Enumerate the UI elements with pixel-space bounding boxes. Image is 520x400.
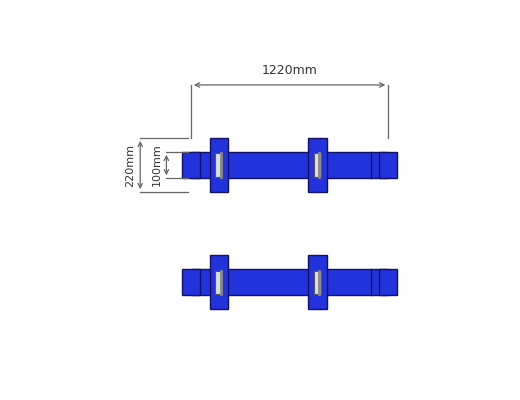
Bar	[379, 269, 397, 295]
Text: 220mm: 220mm	[126, 144, 136, 186]
Bar	[215, 270, 222, 294]
Bar	[215, 154, 222, 176]
Bar	[308, 255, 327, 309]
Bar	[191, 269, 388, 295]
Bar	[314, 154, 321, 176]
Text: 100mm: 100mm	[152, 144, 162, 186]
Text: 1220mm: 1220mm	[262, 64, 318, 77]
Bar	[308, 138, 327, 192]
Bar	[379, 152, 397, 178]
Bar	[182, 269, 200, 295]
Bar	[314, 270, 321, 294]
Bar	[210, 255, 228, 309]
Bar	[182, 152, 200, 178]
Bar	[210, 138, 228, 192]
Bar	[191, 152, 388, 178]
